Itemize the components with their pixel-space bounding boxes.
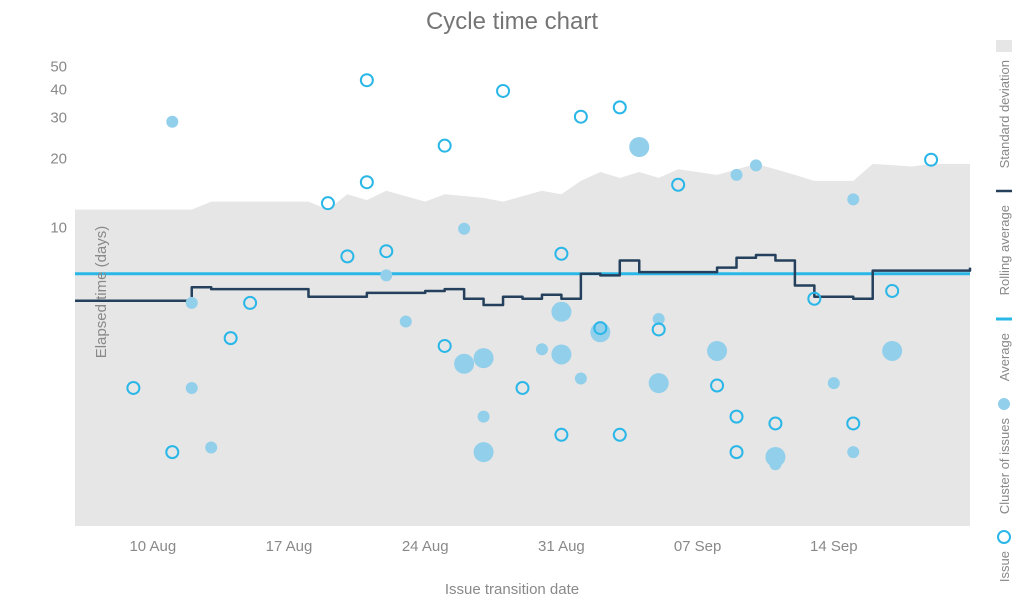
y-tick: 10 xyxy=(50,219,67,236)
cluster-marker[interactable] xyxy=(186,297,198,309)
cluster-marker[interactable] xyxy=(551,302,571,322)
legend-label-issue: Issue xyxy=(997,551,1012,582)
cluster-marker[interactable] xyxy=(707,341,727,361)
cluster-marker[interactable] xyxy=(166,116,178,128)
plot-area: 1020304050 10 Aug17 Aug24 Aug31 Aug07 Se… xyxy=(75,58,970,526)
cluster-marker[interactable] xyxy=(536,343,548,355)
legend-label-cluster: Cluster of issues xyxy=(997,418,1012,514)
cluster-marker[interactable] xyxy=(882,341,902,361)
cluster-marker[interactable] xyxy=(474,348,494,368)
x-tick: 24 Aug xyxy=(402,538,449,555)
legend-item-average: Average xyxy=(996,311,1012,381)
cluster-marker[interactable] xyxy=(205,441,217,453)
cluster-marker[interactable] xyxy=(400,315,412,327)
y-tick: 20 xyxy=(50,150,67,167)
legend-item-rolling: Rolling average xyxy=(996,183,1012,295)
chart-title: Cycle time chart xyxy=(0,8,1024,36)
cluster-icon xyxy=(996,396,1012,412)
rolling-line-icon xyxy=(996,183,1012,199)
cluster-marker[interactable] xyxy=(629,137,649,157)
y-tick: 30 xyxy=(50,110,67,127)
cluster-marker[interactable] xyxy=(590,322,610,342)
x-axis-label: Issue transition date xyxy=(0,581,1024,598)
y-tick: 50 xyxy=(50,59,67,76)
legend: Issue Cluster of issues Average Rolling … xyxy=(984,30,1024,590)
cluster-marker[interactable] xyxy=(454,354,474,374)
y-axis-label: Elapsed time (days) xyxy=(93,226,110,359)
cluster-marker[interactable] xyxy=(458,223,470,235)
std-dev-band xyxy=(75,164,970,526)
legend-label-stddev: Standard deviation xyxy=(997,60,1012,168)
legend-item-stddev: Standard deviation xyxy=(996,38,1012,168)
cluster-marker[interactable] xyxy=(847,193,859,205)
cluster-marker[interactable] xyxy=(765,447,785,467)
x-tick: 17 Aug xyxy=(266,538,313,555)
cluster-marker[interactable] xyxy=(478,411,490,423)
stddev-band-icon xyxy=(996,38,1012,54)
x-tick: 14 Sep xyxy=(810,538,858,555)
cluster-marker[interactable] xyxy=(575,372,587,384)
cluster-marker[interactable] xyxy=(380,269,392,281)
x-tick: 31 Aug xyxy=(538,538,585,555)
cluster-marker[interactable] xyxy=(551,344,571,364)
cluster-marker[interactable] xyxy=(474,442,494,462)
legend-label-average: Average xyxy=(997,333,1012,381)
cycle-time-chart: Cycle time chart 1020304050 10 Aug17 Aug… xyxy=(0,0,1024,608)
x-tick: 07 Sep xyxy=(674,538,722,555)
issue-icon xyxy=(996,529,1012,545)
y-tick: 40 xyxy=(50,81,67,98)
plot-svg xyxy=(75,58,970,526)
cluster-marker[interactable] xyxy=(186,382,198,394)
cluster-marker[interactable] xyxy=(731,169,743,181)
average-line-icon xyxy=(996,311,1012,327)
legend-label-rolling: Rolling average xyxy=(997,205,1012,295)
cluster-marker[interactable] xyxy=(649,373,669,393)
x-tick: 10 Aug xyxy=(129,538,176,555)
legend-item-issue: Issue xyxy=(996,529,1012,582)
cluster-marker[interactable] xyxy=(847,446,859,458)
cluster-marker[interactable] xyxy=(828,377,840,389)
legend-item-cluster: Cluster of issues xyxy=(996,396,1012,514)
cluster-marker[interactable] xyxy=(750,159,762,171)
